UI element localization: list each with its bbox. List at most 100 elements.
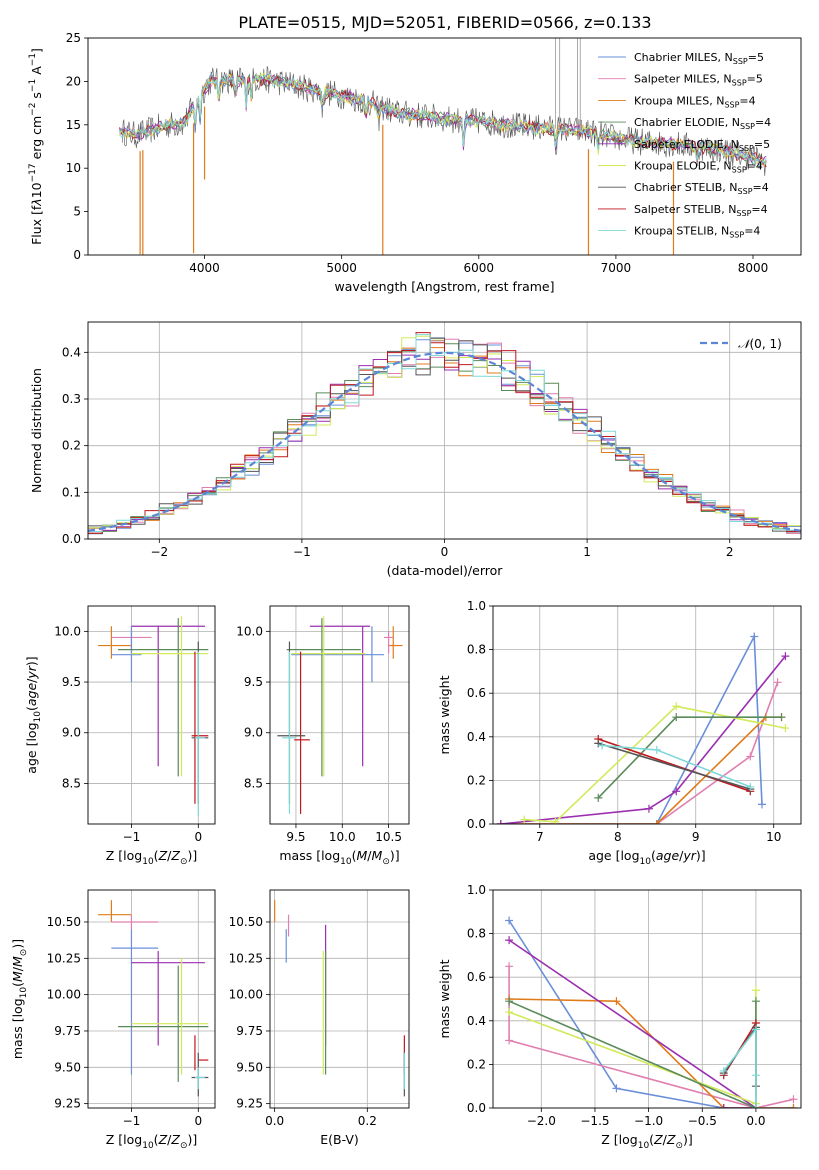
weight-marker [652,820,661,824]
plot-area-weight_vs_Z [505,916,798,1108]
plot-area-mass_vs_ebv [274,900,405,1097]
axes-frame [492,889,802,1109]
axes-age_vs_mass: 9.5 10.0 10.5 8.5 9.0 9.5 10.0 mass [log10(M/M⊙… [236,605,410,867]
x-tick-label: 6000 [464,261,495,275]
axes-frame [87,37,802,256]
x-tick-label: 9.5 [286,830,305,844]
y-tick-label: 0.4 [467,1014,486,1028]
y-tick-label: 10.25 [47,951,81,965]
y-tick-label: 9.5 [244,675,263,689]
y-axis-label: Flux [fλ10−17 erg cm−2 s−1 A−1] [28,48,44,245]
weight-line-c6 [508,990,757,1108]
weight-line-c5 [508,939,758,1108]
plot-area-residuals [88,332,801,535]
plot-area-mass_vs_Z [98,900,209,1097]
weight-marker [773,678,782,687]
x-tick-label: 10.5 [375,830,402,844]
y-tick-label: 0.4 [62,345,81,359]
x-tick-label: 0 [441,545,449,559]
y-tick-label: 0.0 [62,532,81,546]
weight-marker [719,1066,728,1075]
weight-line-c7 [598,742,751,790]
y-axis-label: mass [log10(M/M⊙)] [10,939,29,1059]
weight-marker [751,986,760,995]
y-tick-label: 9.50 [236,1060,263,1074]
legend-entry: Salpeter MILES, NSSP=5 [634,73,763,88]
weight-marker [672,787,681,796]
frame-residuals: −2 −1 0 1 2 0.0 0.1 0.2 0.3 0.4 (data-model)/error… [29,321,802,578]
legend: Chabrier MILES, NSSP=5 Salpeter MILES, NS… [598,51,771,240]
x-tick-label: −1 [123,1114,141,1128]
spectrum-line-c9 [119,73,767,167]
y-tick-label: 0.3 [62,392,81,406]
figure-title: PLATE=0515, MJD=52051, FIBERID=0566, z=0… [238,13,651,32]
frame-mass_vs_Z: −1 0 9.25 9.50 9.75 10.00 10.25 10.50 Z [log10(Z… [10,889,216,1151]
y-tick-label: 10.50 [229,915,263,929]
axes-mass_vs_ebv: 0.0 0.2 9.25 9.50 9.75 10.00 10.25 10.50 E(B-V) [229,889,410,1147]
weight-line-c5 [500,655,787,824]
x-tick-label: 10 [766,830,781,844]
y-tick-label: 9.0 [244,726,263,740]
x-tick-label: 2 [726,545,734,559]
weight-marker [789,1095,798,1104]
x-tick-label: −1 [293,545,311,559]
y-tick-label: 0.0 [467,1101,486,1115]
weight-marker [751,997,760,1006]
weight-marker [750,632,759,641]
legend-entry: Kroupa STELIB, NSSP=4 [634,225,760,240]
y-tick-label: 10 [66,161,81,175]
x-tick-label: 0.0 [265,1114,284,1128]
plot-area-weight_vs_age [496,632,790,824]
y-tick-label: 0 [73,248,81,262]
x-tick-label: 7000 [601,261,632,275]
histogram-c9 [88,334,801,532]
axes-frame [269,889,410,1109]
y-tick-label: 10.0 [236,624,263,638]
y-tick-label: 1.0 [467,883,486,897]
y-tick-label: 25 [66,31,81,45]
axes-weight_vs_age: 7 8 9 10 0.0 0.2 0.4 0.6 0.8 1.0 age [log10(age/yr… [437,599,802,867]
weight-line-c1 [500,633,763,824]
weight-marker [505,916,514,925]
y-tick-label: 5 [73,205,81,219]
weight-marker [781,652,790,661]
axes-frame [269,605,410,825]
y-tick-label: 9.50 [54,1060,81,1074]
x-axis-label: wavelength [Angstrom, rest frame] [334,279,554,294]
weight-marker [505,1008,514,1017]
weight-marker [719,1104,728,1108]
weight-marker [751,1025,760,1034]
x-tick-label: 8 [614,830,622,844]
plot-area-spectrum [119,38,767,255]
y-tick-label: 0.8 [467,643,486,657]
axes-spectrum: 4000 5000 6000 7000 8000 0 5 10 15 20 25 wavelength… [28,31,802,294]
weight-marker [644,804,653,813]
gaussian-curve [88,351,801,532]
y-tick-label: 8.5 [244,776,263,790]
weight-marker [505,936,514,945]
y-tick-label: 10.00 [47,988,81,1002]
y-tick-label: 0.6 [467,686,486,700]
legend-entry: Kroupa MILES, NSSP=4 [634,94,756,109]
weight-marker [505,1036,514,1045]
weight-line-c9 [723,1027,757,1108]
y-tick-label: 0.4 [467,730,486,744]
y-tick-label: 9.75 [54,1024,81,1038]
y-tick-label: 9.0 [62,726,81,740]
weight-marker [652,745,661,754]
plots: 4000 5000 6000 7000 80000510152025wavelength… [10,31,802,1151]
x-tick-label: 7 [536,830,544,844]
y-axis-label: mass weight [437,959,452,1038]
y-axis-label: mass weight [437,675,452,754]
weight-marker [594,793,603,802]
frame-spectrum: 4000 5000 6000 7000 8000 0 5 10 15 20 25 wavelength… [28,31,802,294]
legend-entry: Chabrier ELODIE, NSSP=4 [634,116,771,131]
weight-marker [751,1104,760,1108]
x-tick-label: −0.5 [688,1114,717,1128]
legend-entry: 𝒩(0, 1) [738,337,782,351]
frame-mass_vs_ebv: 0.0 0.2 9.25 9.50 9.75 10.00 10.25 10.50 E(B-V) [229,889,410,1147]
weight-marker [781,724,790,733]
legend-entry: Salpeter STELIB, NSSP=4 [634,203,768,218]
y-tick-label: 0.0 [467,817,486,831]
axes-weight_vs_Z: −2.0 −1.5 −1.0 −0.5 0.0 0.0 0.2 0.4 0.6 0.8 1.0 Z [… [437,883,802,1151]
